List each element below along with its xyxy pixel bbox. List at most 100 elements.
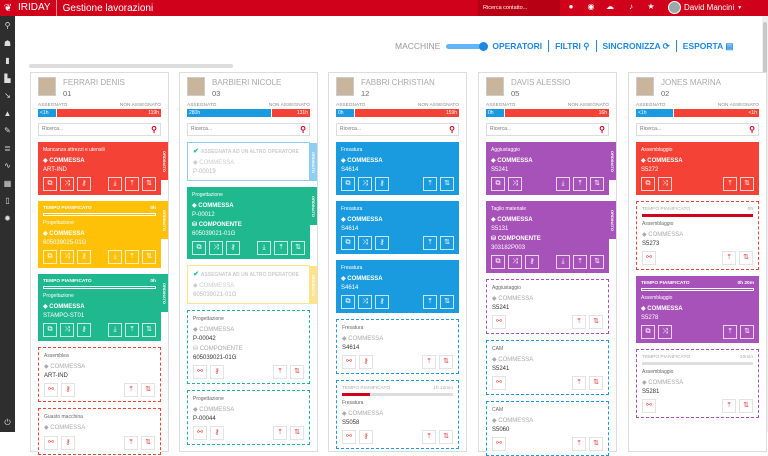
move-top-icon[interactable]: ⤒ [125, 323, 139, 337]
work-card[interactable]: ORDINATO Aggiustaggio ◆ COMMESSA S5241 ⧉ ⤨ ⤓ ⤒ ⇅ [486, 142, 616, 195]
move-top-icon[interactable]: ⤒ [423, 177, 437, 191]
operator-search-input[interactable]: Ricerca... ⚲ [336, 123, 459, 136]
move-top-icon[interactable]: ⤒ [423, 236, 437, 250]
view-toggle[interactable] [446, 41, 489, 51]
search-icon[interactable]: ⚲ [4, 21, 11, 30]
tool-icon[interactable]: ↘ [4, 91, 11, 100]
key-icon[interactable]: ⚷ [77, 177, 91, 191]
move-top-icon[interactable]: ⤒ [273, 365, 287, 379]
link-edit-icon[interactable]: ⧉ [491, 255, 505, 269]
user-icon[interactable]: ☗ [3, 38, 12, 48]
unlink-icon[interactable]: ⚯ [193, 426, 207, 440]
sort-icon[interactable]: ⇅ [440, 295, 454, 309]
shuffle-icon[interactable]: ⤨ [209, 241, 223, 255]
contact-search-input[interactable]: Ricerca contatto... [478, 0, 560, 16]
move-top-icon[interactable]: ⤒ [722, 251, 736, 265]
shuffle-icon[interactable]: ⤨ [658, 325, 672, 339]
unlink-icon[interactable]: ⚯ [492, 437, 506, 451]
map-marker-icon[interactable]: ● [568, 2, 574, 11]
search-icon[interactable]: ⚲ [749, 125, 755, 134]
sort-icon[interactable]: ⇅ [290, 426, 304, 440]
work-card[interactable]: TEMPO PIANIFICATO 20min Assemblaggio ◆ COMM… [636, 349, 759, 418]
work-card[interactable]: ORDINATO TEMPO PIANIFICATO 0h Progettazione… [38, 274, 168, 341]
sort-icon[interactable]: ⇅ [290, 365, 304, 379]
sort-icon[interactable]: ⇅ [740, 325, 754, 339]
sync-button[interactable]: SINCRONIZZA ⟳ [603, 41, 670, 52]
move-top-icon[interactable]: ⤒ [124, 383, 138, 397]
work-card[interactable]: Assemblea ◆ COMMESSA ART-IND ⚯ ⚷ ⤒ ⇅ [38, 347, 161, 402]
link-edit-icon[interactable]: ⧉ [43, 323, 57, 337]
move-top-icon[interactable]: ⤒ [723, 325, 737, 339]
work-card[interactable]: ORDINATO TEMPO PIANIFICATO 0h Progettazione… [38, 201, 168, 268]
shuffle-icon[interactable]: ⤨ [508, 177, 522, 191]
key-icon[interactable]: ⚷ [61, 383, 75, 397]
move-top-icon[interactable]: ⤒ [722, 399, 736, 413]
sort-icon[interactable]: ⇅ [590, 177, 604, 191]
unlink-icon[interactable]: ⚯ [642, 399, 656, 413]
link-edit-icon[interactable]: ⧉ [491, 177, 505, 191]
download-icon[interactable]: ⤓ [108, 177, 122, 191]
work-card[interactable]: TEMPO PIANIFICATO 1h 12min Fresatura ◆ COMM… [336, 380, 459, 449]
sort-icon[interactable]: ⇅ [291, 241, 305, 255]
link-edit-icon[interactable]: ⧉ [341, 177, 355, 191]
operator-search-input[interactable]: Ricerca... ⚲ [486, 123, 609, 136]
work-card[interactable]: ORDINATO Progettazione ◆ COMMESSA P-00012 ⛁ … [187, 187, 317, 259]
logo-icon[interactable]: ❦ [3, 2, 13, 14]
star-icon[interactable]: ★ [647, 2, 655, 11]
move-top-icon[interactable]: ⤒ [125, 250, 139, 264]
move-top-icon[interactable]: ⤒ [572, 315, 586, 329]
key-icon[interactable]: ⚷ [77, 250, 91, 264]
work-card[interactable]: Fresatura ◆ COMMESSA S4614 ⧉ ⤨ ⚷ ⤒ ⇅ [336, 260, 459, 313]
search-icon[interactable]: ⚲ [151, 125, 157, 134]
move-top-icon[interactable]: ⤒ [274, 241, 288, 255]
work-card[interactable]: Progettazione ◆ COMMESSA P-00044 ⚯ ⚷ ⤒ ⇅ [187, 390, 310, 445]
ruler-icon[interactable]: ✎ [4, 126, 11, 135]
sort-icon[interactable]: ⇅ [589, 437, 603, 451]
search-icon[interactable]: ⚲ [449, 125, 455, 134]
sort-icon[interactable]: ⇅ [142, 250, 156, 264]
sort-icon[interactable]: ⇅ [142, 323, 156, 337]
sort-icon[interactable]: ⇅ [439, 355, 453, 369]
unlink-icon[interactable]: ⚯ [492, 315, 506, 329]
link-edit-icon[interactable]: ⧉ [641, 325, 655, 339]
user-menu[interactable]: David Mancini ▼ [668, 1, 742, 14]
key-icon[interactable]: ⚷ [210, 365, 224, 379]
operator-search-input[interactable]: Ricerca... ⚲ [38, 123, 161, 136]
download-icon[interactable]: ⤓ [556, 255, 570, 269]
chat-icon[interactable]: ☁ [606, 2, 614, 11]
horizontal-scrollbar[interactable] [29, 64, 233, 68]
work-card[interactable]: Fresatura ◆ COMMESSA S4614 ⧉ ⤨ ⚷ ⤒ ⇅ [336, 142, 459, 195]
shuffle-icon[interactable]: ⤨ [60, 250, 74, 264]
machines-label[interactable]: MACCHINE [395, 41, 441, 51]
unlink-icon[interactable]: ⚯ [342, 355, 356, 369]
work-card[interactable]: TEMPO PIANIFICATO 0h Assemblaggio ◆ COMMESS… [636, 201, 759, 270]
move-top-icon[interactable]: ⤒ [124, 436, 138, 450]
compass-icon[interactable]: ◉ [587, 2, 595, 11]
sort-icon[interactable]: ⇅ [439, 430, 453, 444]
work-card[interactable]: ORDINATO ✔ ASSEGNATA AD UN ALTRO OPERATOR… [187, 142, 317, 181]
key-icon[interactable]: ⚷ [359, 430, 373, 444]
unlink-icon[interactable]: ⚯ [44, 436, 58, 450]
move-top-icon[interactable]: ⤒ [423, 295, 437, 309]
unlink-icon[interactable]: ⚯ [642, 251, 656, 265]
sort-icon[interactable]: ⇅ [141, 383, 155, 397]
shuffle-icon[interactable]: ⤨ [60, 323, 74, 337]
book-icon[interactable]: ▮ [5, 56, 10, 65]
work-card[interactable]: ORDINATO Taglio materiale ◆ COMMESSA S5131 ⛁… [486, 201, 616, 273]
shuffle-icon[interactable]: ⤨ [658, 177, 672, 191]
sort-icon[interactable]: ⇅ [142, 177, 156, 191]
move-top-icon[interactable]: ⤒ [573, 255, 587, 269]
stack-icon[interactable]: ≣ [4, 143, 11, 153]
sort-icon[interactable]: ⇅ [589, 315, 603, 329]
move-top-icon[interactable]: ⤒ [125, 177, 139, 191]
work-card[interactable]: Fresatura ◆ COMMESSA S4614 ⧉ ⤨ ⚷ ⤒ ⇅ [336, 201, 459, 254]
move-top-icon[interactable]: ⤒ [572, 376, 586, 390]
export-button[interactable]: ESPORTA ▤ [683, 41, 734, 52]
sort-icon[interactable]: ⇅ [740, 177, 754, 191]
move-top-icon[interactable]: ⤒ [573, 177, 587, 191]
work-card[interactable]: CAM ◆ COMMESSA S5060 ⚯ ⤒ ⇅ [486, 401, 609, 456]
key-icon[interactable]: ⚷ [359, 355, 373, 369]
download-icon[interactable]: ⤓ [108, 250, 122, 264]
unlink-icon[interactable]: ⚯ [492, 376, 506, 390]
work-card[interactable]: ORDINATO ✔ ASSEGNATA AD UN ALTRO OPERATOR… [187, 265, 317, 304]
